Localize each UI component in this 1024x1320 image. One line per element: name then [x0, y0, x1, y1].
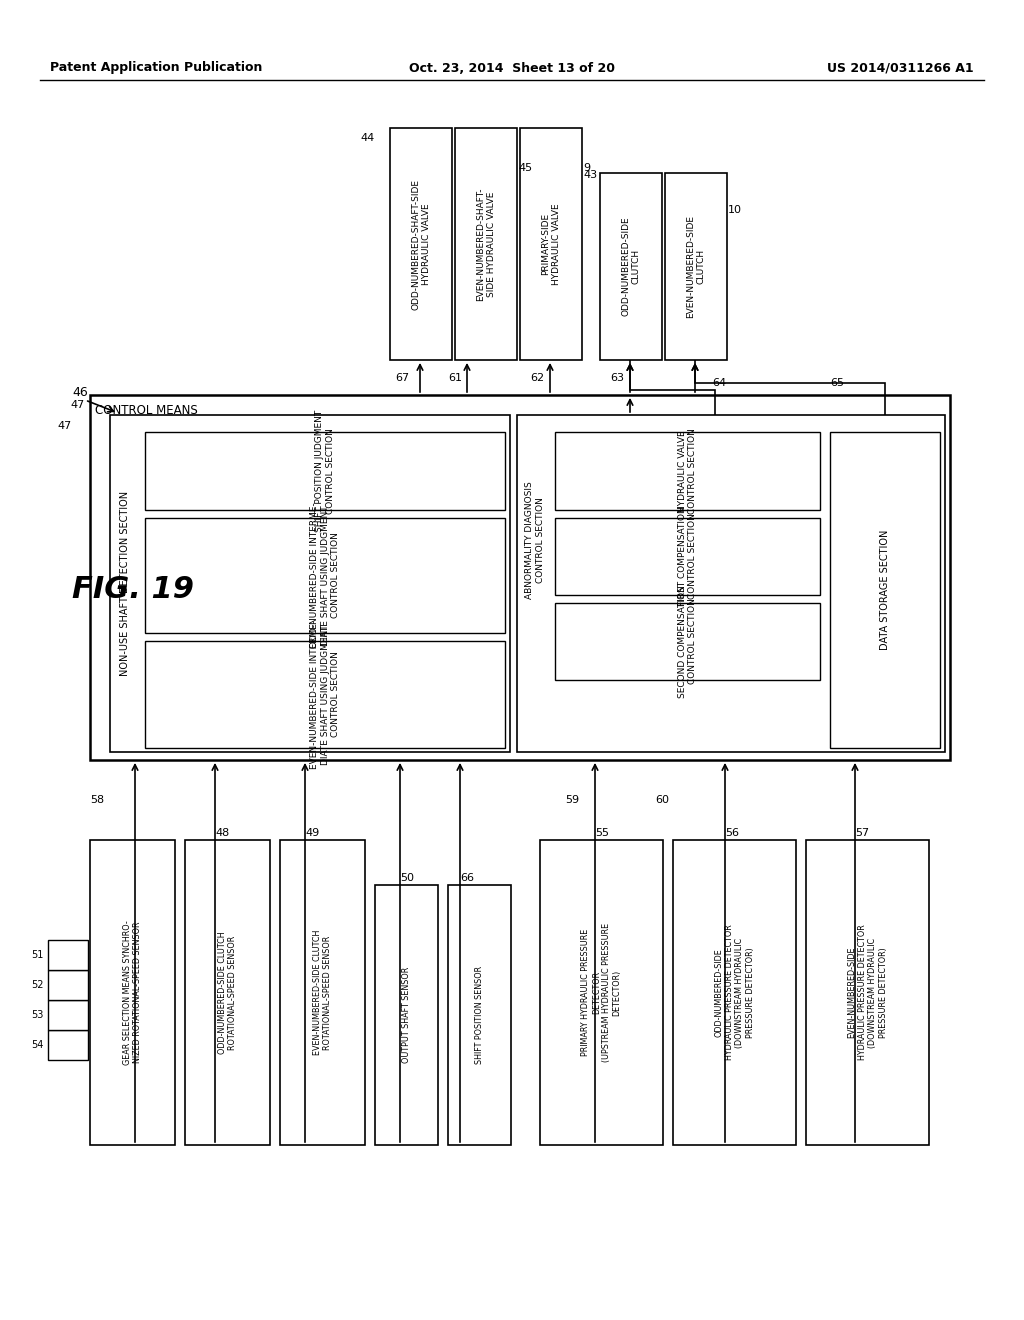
Bar — [665, 173, 727, 360]
Bar — [90, 840, 175, 1144]
Text: 53: 53 — [32, 1010, 44, 1020]
Text: 58: 58 — [90, 795, 104, 805]
Text: EVEN-NUMBERED-SIDE INTERME-
DIATE SHAFT USING JUDGMENT
CONTROL SECTION: EVEN-NUMBERED-SIDE INTERME- DIATE SHAFT … — [310, 620, 340, 770]
Bar — [90, 395, 950, 760]
Text: SECOND COMPENSATION
CONTROL SECTION: SECOND COMPENSATION CONTROL SECTION — [678, 585, 697, 698]
Bar — [830, 432, 940, 748]
Text: 49: 49 — [305, 828, 319, 838]
Text: PRIMARY-SIDE
HYDRAULIC VALVE: PRIMARY-SIDE HYDRAULIC VALVE — [542, 203, 561, 285]
Text: ODD-NUMBERED-SIDE
CLUTCH: ODD-NUMBERED-SIDE CLUTCH — [622, 216, 641, 317]
Text: 54: 54 — [32, 1040, 44, 1049]
Text: 48: 48 — [215, 828, 229, 838]
Text: 61: 61 — [449, 374, 462, 383]
Bar — [555, 603, 820, 680]
Text: 64: 64 — [712, 378, 726, 388]
Text: ODD-NUMBERED-SHAFT-SIDE
HYDRAULIC VALVE: ODD-NUMBERED-SHAFT-SIDE HYDRAULIC VALVE — [412, 178, 431, 309]
Bar — [517, 414, 945, 752]
Text: HYDRAULIC VALVE
CONTROL SECTION: HYDRAULIC VALVE CONTROL SECTION — [678, 428, 697, 513]
Text: 44: 44 — [360, 133, 374, 143]
Text: FIG. 19: FIG. 19 — [72, 576, 194, 605]
Text: EVEN-NUMBERED-SIDE CLUTCH
ROTATIONAL-SPEED SENSOR: EVEN-NUMBERED-SIDE CLUTCH ROTATIONAL-SPE… — [312, 929, 332, 1055]
Text: FIRST COMPENSATION
CONTROL SECTION: FIRST COMPENSATION CONTROL SECTION — [678, 507, 697, 606]
Text: NON-USE SHAFT DETECTION SECTION: NON-USE SHAFT DETECTION SECTION — [120, 491, 130, 676]
Text: SHIFT POSITION JUDGMENT
CONTROL SECTION: SHIFT POSITION JUDGMENT CONTROL SECTION — [315, 411, 335, 532]
Bar — [455, 128, 517, 360]
Bar — [48, 940, 88, 970]
Bar — [540, 840, 663, 1144]
Text: 67: 67 — [395, 374, 410, 383]
Bar — [673, 840, 796, 1144]
Bar — [375, 884, 438, 1144]
Text: 52: 52 — [32, 979, 44, 990]
Text: EVEN-NUMBERED-SIDE
HYDRAULIC PRESSURE DETECTOR
(DOWNSTREAM HYDRAULIC
PRESSURE DE: EVEN-NUMBERED-SIDE HYDRAULIC PRESSURE DE… — [848, 924, 888, 1060]
Text: ABNORMALITY DIAGNOSIS
CONTROL SECTION: ABNORMALITY DIAGNOSIS CONTROL SECTION — [525, 480, 545, 599]
Bar — [145, 432, 505, 510]
Text: EVEN-NUMBERED-SHAFT-
SIDE HYDRAULIC VALVE: EVEN-NUMBERED-SHAFT- SIDE HYDRAULIC VALV… — [476, 187, 496, 301]
Bar — [145, 642, 505, 748]
Text: 65: 65 — [830, 378, 844, 388]
Text: ODD-NUMBERED-SIDE INTERME-
DIATE SHAFT USING JUDGMENT
CONTROL SECTION: ODD-NUMBERED-SIDE INTERME- DIATE SHAFT U… — [310, 503, 340, 648]
Bar — [390, 128, 452, 360]
Text: 60: 60 — [655, 795, 669, 805]
Bar — [48, 970, 88, 1001]
Text: 43: 43 — [583, 170, 597, 180]
Text: 62: 62 — [530, 374, 544, 383]
Bar — [185, 840, 270, 1144]
Text: GEAR SELECTION MEANS SYNCHRO-
NIZED ROTATIONAL-SPEED SENSOR: GEAR SELECTION MEANS SYNCHRO- NIZED ROTA… — [123, 920, 142, 1065]
Bar — [449, 884, 511, 1144]
Text: 55: 55 — [595, 828, 609, 838]
Text: CONTROL MEANS: CONTROL MEANS — [95, 404, 198, 417]
Bar — [520, 128, 582, 360]
Text: 51: 51 — [32, 950, 44, 960]
Text: 47: 47 — [57, 421, 72, 432]
Bar — [48, 1030, 88, 1060]
Bar — [806, 840, 929, 1144]
Text: 45: 45 — [518, 162, 532, 173]
Text: Oct. 23, 2014  Sheet 13 of 20: Oct. 23, 2014 Sheet 13 of 20 — [409, 62, 615, 74]
Text: 66: 66 — [460, 873, 474, 883]
Text: ODD-NUMBERED-SIDE CLUTCH
ROTATIONAL-SPEED SENSOR: ODD-NUMBERED-SIDE CLUTCH ROTATIONAL-SPEE… — [218, 931, 238, 1053]
Text: 46: 46 — [72, 387, 88, 400]
Bar — [600, 173, 662, 360]
Text: PRIMARY HYDRAULIC PRESSURE
DETECTOR
(UPSTREAM HYDRAULIC PRESSURE
DETECTOR): PRIMARY HYDRAULIC PRESSURE DETECTOR (UPS… — [582, 923, 622, 1063]
Text: ODD-NUMBERED-SIDE
HYDRAULIC PRESSURE DETECTOR
(DOWNSTREAM HYDRAULIC
PRESSURE DET: ODD-NUMBERED-SIDE HYDRAULIC PRESSURE DET… — [715, 924, 755, 1060]
Text: 47: 47 — [70, 400, 84, 411]
Text: SHIFT POSITION SENSOR: SHIFT POSITION SENSOR — [475, 966, 484, 1064]
Bar — [555, 517, 820, 595]
Bar — [110, 414, 510, 752]
Text: EVEN-NUMBERED-SIDE
CLUTCH: EVEN-NUMBERED-SIDE CLUTCH — [686, 215, 706, 318]
Text: 50: 50 — [400, 873, 414, 883]
Text: 57: 57 — [855, 828, 869, 838]
Text: OUTPUT SHAFT SENSOR: OUTPUT SHAFT SENSOR — [402, 966, 411, 1063]
Text: US 2014/0311266 A1: US 2014/0311266 A1 — [827, 62, 974, 74]
Bar — [555, 432, 820, 510]
Bar — [280, 840, 365, 1144]
Text: 10: 10 — [728, 205, 742, 215]
Text: 56: 56 — [725, 828, 739, 838]
Text: 9: 9 — [583, 162, 590, 173]
Text: 59: 59 — [565, 795, 580, 805]
Text: 63: 63 — [610, 374, 624, 383]
Text: DATA STORAGE SECTION: DATA STORAGE SECTION — [880, 529, 890, 651]
Text: Patent Application Publication: Patent Application Publication — [50, 62, 262, 74]
Bar — [48, 1001, 88, 1030]
Bar — [145, 517, 505, 634]
